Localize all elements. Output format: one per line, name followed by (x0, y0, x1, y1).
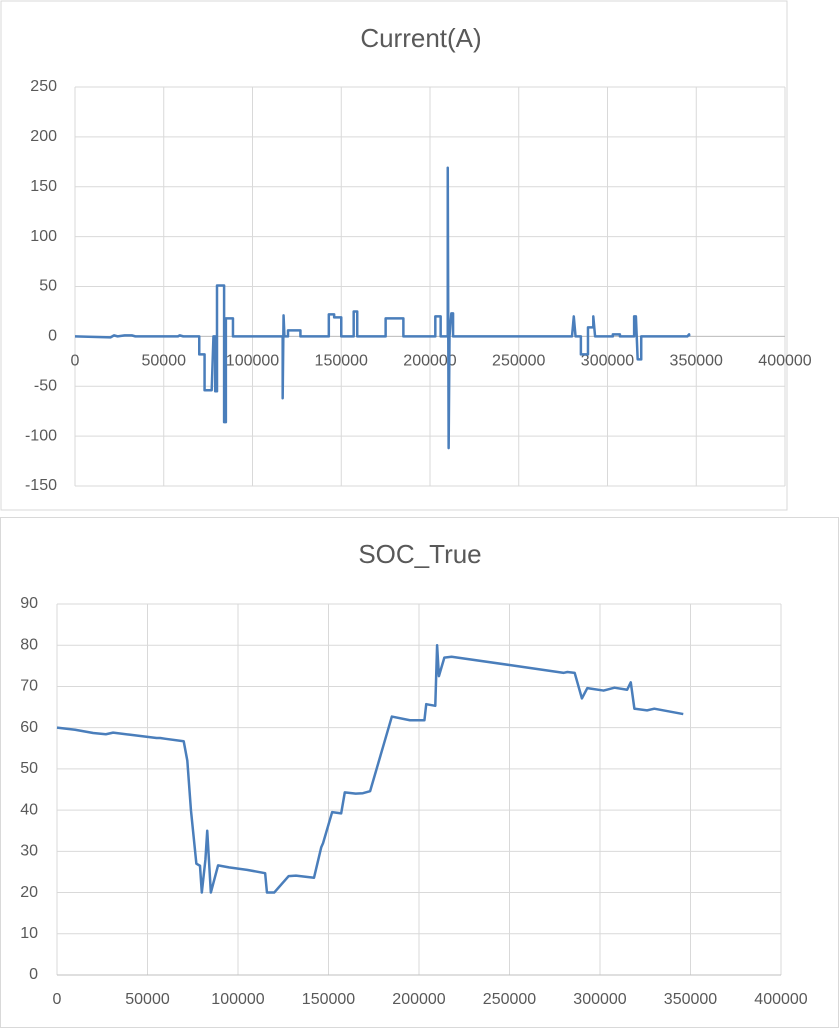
y-tick-label: -100 (25, 427, 57, 444)
y-tick-label: 70 (20, 678, 38, 695)
y-tick-label: 250 (30, 78, 57, 95)
x-tick-label: 400000 (758, 353, 811, 370)
y-tick-label: 60 (20, 719, 38, 736)
y-tick-label: 30 (20, 843, 38, 860)
x-tick-label: 100000 (226, 353, 279, 370)
y-tick-label: -50 (34, 377, 57, 394)
chart-title: Current(A) (360, 23, 481, 53)
x-tick-label: 50000 (142, 353, 187, 370)
y-tick-label: 50 (39, 278, 57, 295)
x-tick-label: 150000 (302, 991, 355, 1008)
y-tick-label: 0 (48, 328, 57, 345)
y-tick-label: 100 (30, 228, 57, 245)
x-tick-label: 150000 (315, 353, 368, 370)
x-tick-label: 300000 (573, 991, 626, 1008)
data-line (56, 643, 684, 894)
x-tick-label: 250000 (492, 353, 545, 370)
y-tick-label: 150 (30, 178, 57, 195)
y-tick-label: 10 (20, 925, 38, 942)
x-tick-label: 0 (71, 353, 80, 370)
x-tick-label: 350000 (664, 991, 717, 1008)
y-tick-label: 0 (29, 966, 38, 983)
y-tick-label: 200 (30, 128, 57, 145)
y-tick-label: 80 (20, 636, 38, 653)
x-tick-label: 200000 (392, 991, 445, 1008)
x-tick-label: 50000 (125, 991, 170, 1008)
chart-title: SOC_True (358, 539, 481, 569)
y-tick-label: 50 (20, 760, 38, 777)
data-line (74, 166, 691, 450)
x-tick-label: 100000 (211, 991, 264, 1008)
y-tick-label: -150 (25, 477, 57, 494)
x-tick-label: 350000 (670, 353, 723, 370)
y-tick-label: 40 (20, 801, 38, 818)
y-tick-label: 90 (20, 595, 38, 612)
x-tick-label: 200000 (403, 353, 456, 370)
x-tick-label: 400000 (754, 991, 807, 1008)
x-tick-label: 250000 (483, 991, 536, 1008)
chart-frame (0, 0, 788, 511)
x-tick-label: 300000 (581, 353, 634, 370)
x-tick-label: 0 (53, 991, 62, 1008)
y-tick-label: 20 (20, 884, 38, 901)
